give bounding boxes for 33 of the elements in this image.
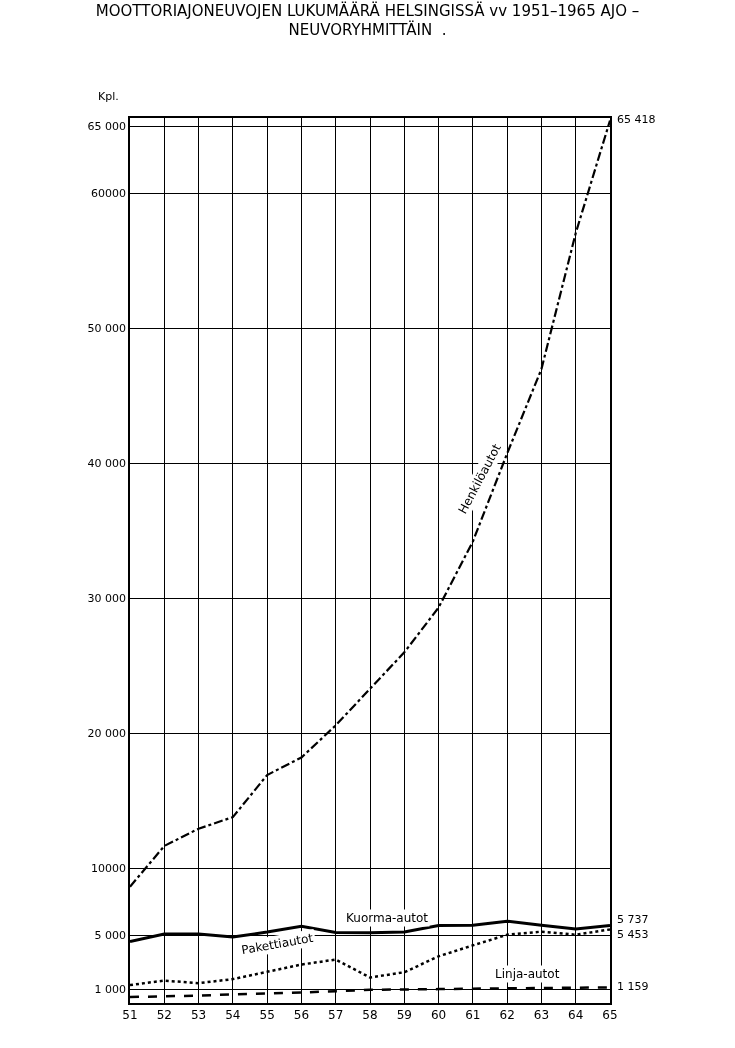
y-tick-label: 40 000 <box>87 457 127 471</box>
y-tick-label: 50 000 <box>87 322 127 336</box>
y-tick-label: 1 000 <box>94 983 127 997</box>
x-tick-label: 53 <box>190 1008 207 1023</box>
data-label: 1 159 <box>610 980 649 994</box>
chart-title: MOOTTORIAJONEUVOJEN LUKUMÄÄRÄ HELSINGISSÄ vv 1951–1965 AJO – NEUVORYHMITTÄIN . <box>95 0 640 40</box>
x-tick-label: 54 <box>225 1008 241 1023</box>
x-tick-label: 60 <box>430 1008 447 1023</box>
x-tick-label: 56 <box>293 1008 310 1023</box>
data-label: 5 453 <box>610 927 649 941</box>
x-tick-label: 62 <box>499 1008 515 1023</box>
x-tick-label: 51 <box>122 1008 138 1023</box>
y-tick-label: 20 000 <box>87 727 127 741</box>
data-label: 65 418 <box>610 113 656 127</box>
y-tick-label: 65 000 <box>87 119 127 133</box>
y-axis-title: Kpl. <box>98 90 119 103</box>
y-tick-label: 10000 <box>91 861 127 875</box>
data-label: 5 737 <box>610 912 649 926</box>
x-tick-label: 57 <box>328 1008 344 1023</box>
x-tick-label: 58 <box>362 1008 378 1023</box>
y-tick-label: 30 000 <box>87 592 127 606</box>
series-label: Linja-autot <box>495 967 560 981</box>
y-tick-label: 60000 <box>91 187 127 201</box>
x-tick-label: 63 <box>533 1008 550 1023</box>
x-tick-label: 64 <box>568 1008 584 1023</box>
series-label: Kuorma-autot <box>346 911 429 925</box>
x-tick-label: 65 <box>602 1008 618 1023</box>
x-tick-label: 61 <box>465 1008 481 1023</box>
x-tick-label: 52 <box>156 1008 172 1023</box>
y-tick-label: 5 000 <box>94 929 127 943</box>
x-tick-label: 59 <box>396 1008 412 1023</box>
x-tick-label: 55 <box>259 1008 275 1023</box>
text: Pakettiautot <box>240 930 315 958</box>
